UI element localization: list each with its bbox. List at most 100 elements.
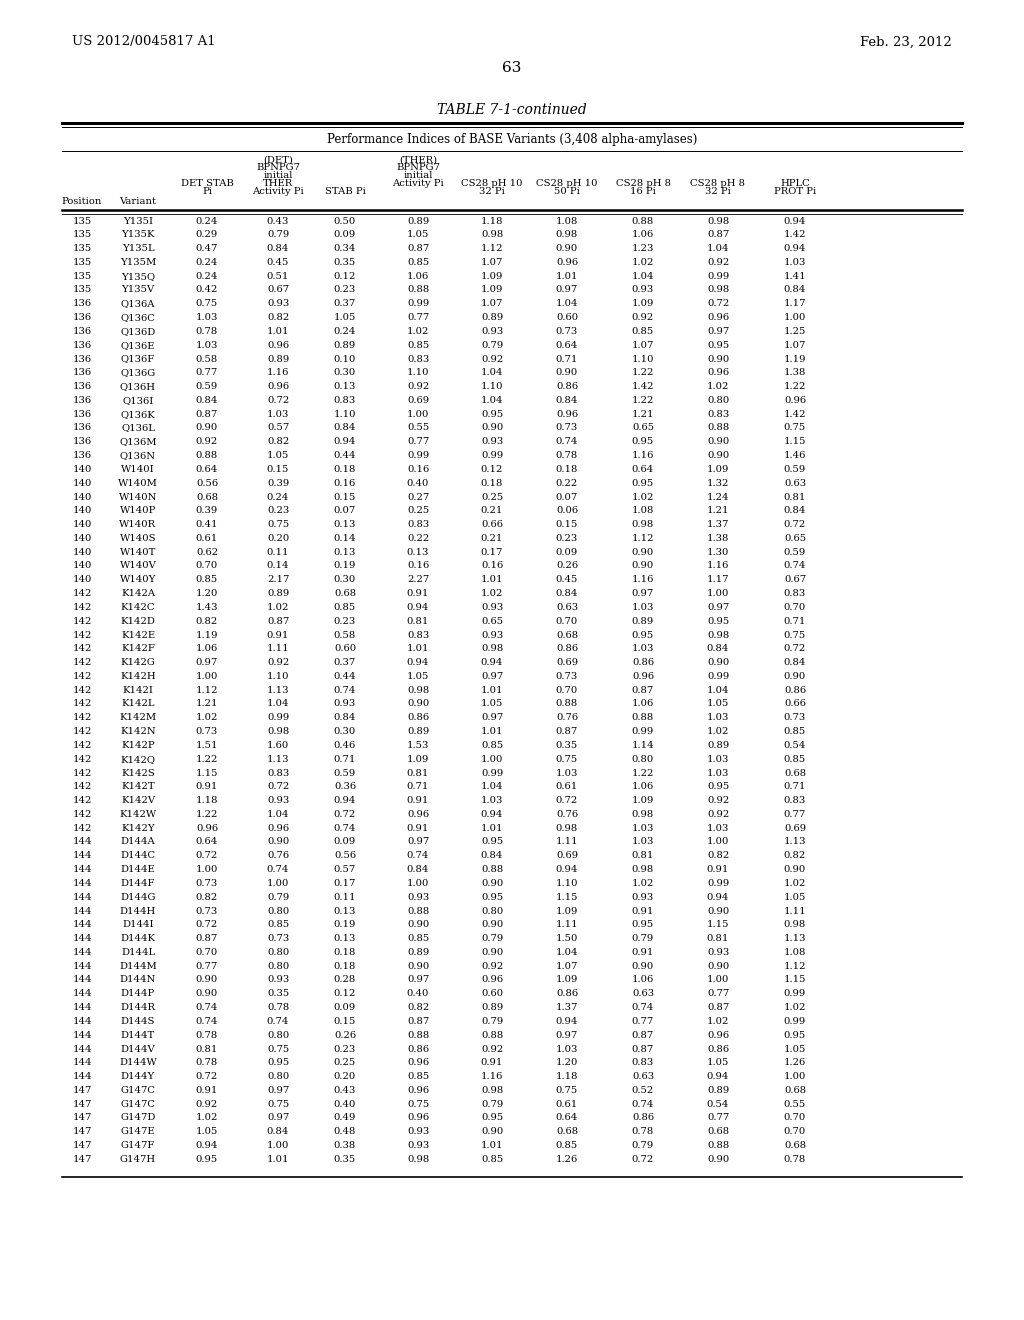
Text: 0.74: 0.74 — [267, 865, 289, 874]
Text: 0.69: 0.69 — [407, 396, 429, 405]
Text: 0.87: 0.87 — [707, 1003, 729, 1012]
Text: 1.10: 1.10 — [407, 368, 429, 378]
Text: 1.15: 1.15 — [783, 975, 806, 985]
Text: D144C: D144C — [121, 851, 156, 861]
Text: 0.19: 0.19 — [334, 920, 356, 929]
Text: Q136C: Q136C — [121, 313, 156, 322]
Text: 0.16: 0.16 — [407, 561, 429, 570]
Text: K142V: K142V — [121, 796, 155, 805]
Text: 0.86: 0.86 — [556, 381, 579, 391]
Text: 147: 147 — [73, 1127, 92, 1137]
Text: 0.96: 0.96 — [407, 1059, 429, 1068]
Text: 0.24: 0.24 — [267, 492, 289, 502]
Text: 0.14: 0.14 — [266, 561, 289, 570]
Text: 0.84: 0.84 — [481, 851, 503, 861]
Text: 144: 144 — [73, 892, 92, 902]
Text: 0.74: 0.74 — [334, 685, 356, 694]
Text: 0.70: 0.70 — [196, 948, 218, 957]
Text: K142W: K142W — [120, 810, 157, 818]
Text: 0.29: 0.29 — [196, 230, 218, 239]
Text: 1.03: 1.03 — [556, 1044, 579, 1053]
Text: 0.37: 0.37 — [334, 659, 356, 667]
Text: 0.35: 0.35 — [556, 741, 579, 750]
Text: 0.88: 0.88 — [407, 1031, 429, 1040]
Text: 0.81: 0.81 — [407, 616, 429, 626]
Text: 0.78: 0.78 — [196, 327, 218, 335]
Text: 0.88: 0.88 — [632, 216, 654, 226]
Text: 1.02: 1.02 — [783, 879, 806, 888]
Text: 136: 136 — [73, 409, 91, 418]
Text: 1.09: 1.09 — [481, 272, 503, 281]
Text: 0.89: 0.89 — [334, 341, 356, 350]
Text: 0.73: 0.73 — [196, 879, 218, 888]
Text: 0.77: 0.77 — [707, 1114, 729, 1122]
Text: 136: 136 — [73, 368, 91, 378]
Text: 0.93: 0.93 — [481, 327, 503, 335]
Text: 142: 142 — [73, 589, 92, 598]
Text: 0.84: 0.84 — [783, 507, 806, 515]
Text: 0.23: 0.23 — [267, 507, 289, 515]
Text: 0.77: 0.77 — [707, 989, 729, 998]
Text: 0.82: 0.82 — [407, 1003, 429, 1012]
Text: 142: 142 — [73, 616, 92, 626]
Text: 0.94: 0.94 — [707, 1072, 729, 1081]
Text: 0.90: 0.90 — [707, 451, 729, 461]
Text: 144: 144 — [73, 975, 92, 985]
Text: 1.03: 1.03 — [707, 824, 729, 833]
Text: 136: 136 — [73, 355, 91, 363]
Text: 0.92: 0.92 — [407, 381, 429, 391]
Text: 1.04: 1.04 — [632, 272, 654, 281]
Text: TABLE 7-1-continued: TABLE 7-1-continued — [437, 103, 587, 117]
Text: 1.05: 1.05 — [196, 1127, 218, 1137]
Text: 1.15: 1.15 — [707, 920, 729, 929]
Text: 0.97: 0.97 — [407, 975, 429, 985]
Text: 0.44: 0.44 — [334, 672, 356, 681]
Text: 63: 63 — [503, 61, 521, 75]
Text: 0.39: 0.39 — [196, 507, 218, 515]
Text: 135: 135 — [73, 244, 91, 253]
Text: 0.72: 0.72 — [632, 1155, 654, 1164]
Text: 0.71: 0.71 — [783, 616, 806, 626]
Text: 0.56: 0.56 — [196, 479, 218, 487]
Text: 0.87: 0.87 — [556, 727, 579, 737]
Text: 0.93: 0.93 — [267, 300, 289, 309]
Text: 1.02: 1.02 — [632, 492, 654, 502]
Text: 1.05: 1.05 — [334, 313, 356, 322]
Text: 0.80: 0.80 — [267, 1031, 289, 1040]
Text: 0.85: 0.85 — [334, 603, 356, 612]
Text: 1.05: 1.05 — [783, 1044, 806, 1053]
Text: 1.03: 1.03 — [783, 257, 806, 267]
Text: 1.60: 1.60 — [267, 741, 289, 750]
Text: 0.97: 0.97 — [556, 1031, 579, 1040]
Text: 0.18: 0.18 — [334, 465, 356, 474]
Text: 0.15: 0.15 — [334, 1016, 356, 1026]
Text: 50 Pi: 50 Pi — [554, 187, 580, 197]
Text: 135: 135 — [73, 285, 91, 294]
Text: 0.82: 0.82 — [267, 437, 289, 446]
Text: 0.38: 0.38 — [334, 1140, 356, 1150]
Text: Q136F: Q136F — [121, 355, 155, 363]
Text: 1.03: 1.03 — [707, 755, 729, 764]
Text: W140M: W140M — [118, 479, 158, 487]
Text: 0.74: 0.74 — [334, 824, 356, 833]
Text: 1.01: 1.01 — [266, 1155, 289, 1164]
Text: 0.93: 0.93 — [632, 285, 654, 294]
Text: 1.51: 1.51 — [196, 741, 218, 750]
Text: 1.18: 1.18 — [556, 1072, 579, 1081]
Text: 1.02: 1.02 — [632, 257, 654, 267]
Text: 0.45: 0.45 — [556, 576, 579, 585]
Text: 0.90: 0.90 — [707, 355, 729, 363]
Text: 0.76: 0.76 — [556, 713, 579, 722]
Text: 0.75: 0.75 — [556, 755, 579, 764]
Text: 0.91: 0.91 — [267, 631, 289, 639]
Text: 0.90: 0.90 — [407, 700, 429, 709]
Text: 135: 135 — [73, 257, 91, 267]
Text: 0.79: 0.79 — [481, 1100, 503, 1109]
Text: 0.98: 0.98 — [481, 1086, 503, 1094]
Text: 0.91: 0.91 — [407, 824, 429, 833]
Text: (THER): (THER) — [399, 156, 437, 165]
Text: Y135L: Y135L — [122, 244, 155, 253]
Text: 1.07: 1.07 — [556, 962, 579, 970]
Text: Position: Position — [61, 198, 102, 206]
Text: 0.85: 0.85 — [407, 935, 429, 942]
